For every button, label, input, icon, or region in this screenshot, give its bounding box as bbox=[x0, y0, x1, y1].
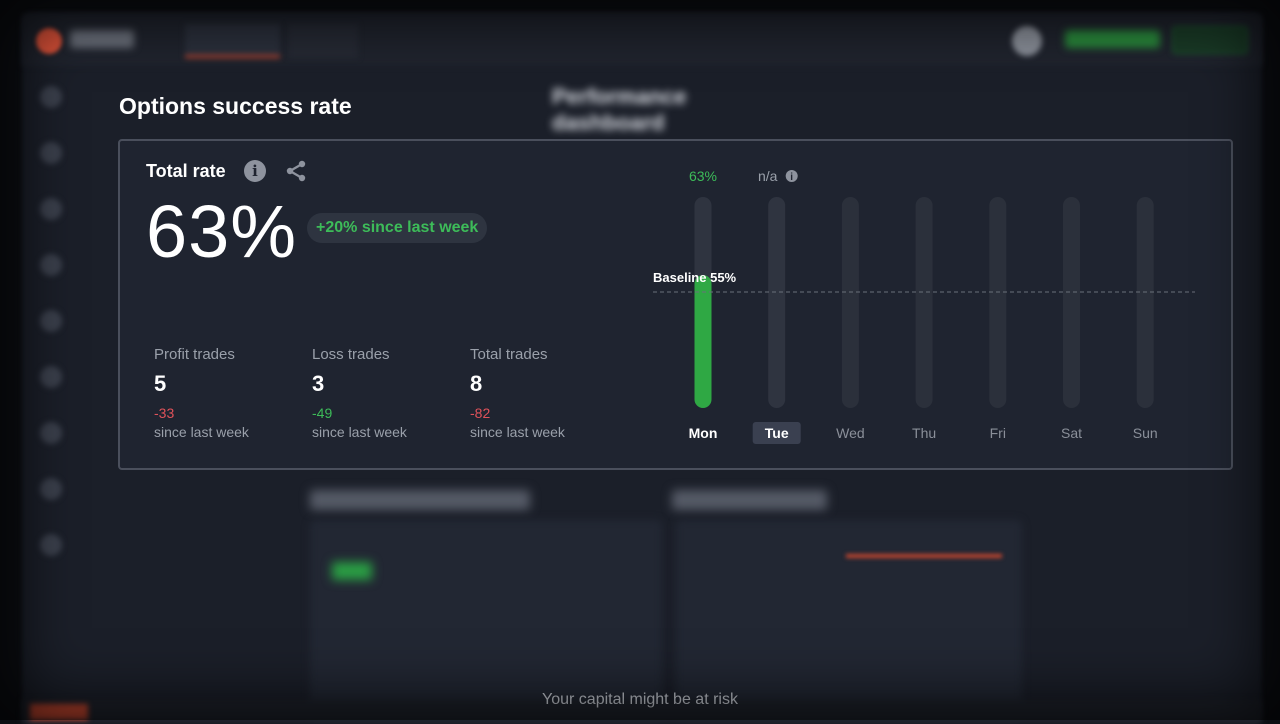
sidebar-blurred bbox=[30, 66, 72, 686]
stat-value: 5 bbox=[154, 371, 167, 396]
daily-success-chart: 63% Mon n/a i Tue Wed Thu Fri Sat Sun Baseline 55% bbox=[653, 168, 1195, 444]
total-rate-value: 63% bbox=[146, 190, 298, 273]
day-label-sun[interactable]: Sun bbox=[1133, 425, 1158, 441]
stat-label: Loss trades bbox=[312, 346, 390, 363]
bar-track bbox=[768, 197, 786, 408]
bar-track bbox=[841, 197, 859, 408]
share-icon[interactable] bbox=[284, 159, 308, 183]
risk-warning: Your capital might be at risk bbox=[542, 691, 738, 708]
avatar[interactable] bbox=[1012, 26, 1042, 56]
trading-time-panel-blurred bbox=[310, 520, 662, 720]
stat-value: 8 bbox=[470, 371, 483, 396]
logo-icon bbox=[36, 28, 62, 54]
logo-text-blurred bbox=[70, 30, 134, 48]
deposit-button-blurred[interactable] bbox=[1172, 26, 1248, 54]
value-label: n/a bbox=[758, 168, 778, 184]
stat-since: since last week bbox=[312, 424, 407, 440]
bottom-badge-blurred bbox=[30, 704, 88, 720]
total-rate-label: Total rate bbox=[146, 161, 226, 181]
total-rate-card: Total rate i 63% +20% since last week Pr… bbox=[118, 139, 1233, 470]
bar-track bbox=[1136, 197, 1154, 408]
bar-mon bbox=[694, 275, 712, 408]
day-label-tue[interactable]: Tue bbox=[765, 425, 789, 441]
stat-change: -33 bbox=[154, 405, 175, 421]
bar-track bbox=[1063, 197, 1080, 408]
stat-label: Total trades bbox=[470, 346, 548, 363]
baseline-label: Baseline 55% bbox=[653, 270, 737, 285]
weekly-delta-badge: +20% since last week bbox=[307, 213, 488, 243]
info-icon-glyph: i bbox=[790, 172, 793, 183]
bar-track bbox=[989, 197, 1007, 408]
value-label: 63% bbox=[689, 168, 717, 184]
blurred-panel-title bbox=[672, 490, 827, 510]
day-label-sat[interactable]: Sat bbox=[1061, 425, 1082, 441]
bar-track bbox=[915, 197, 933, 408]
stat-label: Profit trades bbox=[154, 346, 235, 363]
stat-change: -49 bbox=[312, 405, 333, 421]
day-label-mon[interactable]: Mon bbox=[689, 425, 718, 441]
info-icon[interactable]: i bbox=[244, 160, 266, 182]
stat-change: -82 bbox=[470, 405, 491, 421]
blurred-green-value bbox=[332, 562, 372, 580]
stat-since: since last week bbox=[470, 424, 565, 440]
asset-tab-blurred[interactable] bbox=[185, 24, 280, 58]
stat-profit-trades: Profit trades 5 -33 since last week bbox=[154, 346, 249, 440]
asset-tab-blurred[interactable] bbox=[288, 24, 358, 58]
section-title: Options success rate bbox=[119, 93, 352, 119]
stat-since: since last week bbox=[154, 424, 249, 440]
stat-value: 3 bbox=[312, 371, 325, 396]
stat-loss-trades: Loss trades 3 -49 since last week bbox=[312, 346, 407, 440]
day-label-fri[interactable]: Fri bbox=[990, 425, 1006, 441]
background-page-title: Performance dashboard bbox=[552, 84, 687, 135]
blurred-active-tab-underline bbox=[846, 554, 1002, 558]
day-label-wed[interactable]: Wed bbox=[836, 425, 865, 441]
info-icon[interactable] bbox=[785, 170, 798, 182]
stat-total-trades: Total trades 8 -82 since last week bbox=[470, 346, 565, 440]
day-label-thu[interactable]: Thu bbox=[912, 425, 936, 441]
leaders-panel-blurred bbox=[676, 520, 1022, 720]
selected-day-highlight[interactable] bbox=[752, 422, 801, 444]
blurred-panel-title bbox=[310, 490, 530, 510]
balance-blurred[interactable] bbox=[1065, 30, 1160, 48]
